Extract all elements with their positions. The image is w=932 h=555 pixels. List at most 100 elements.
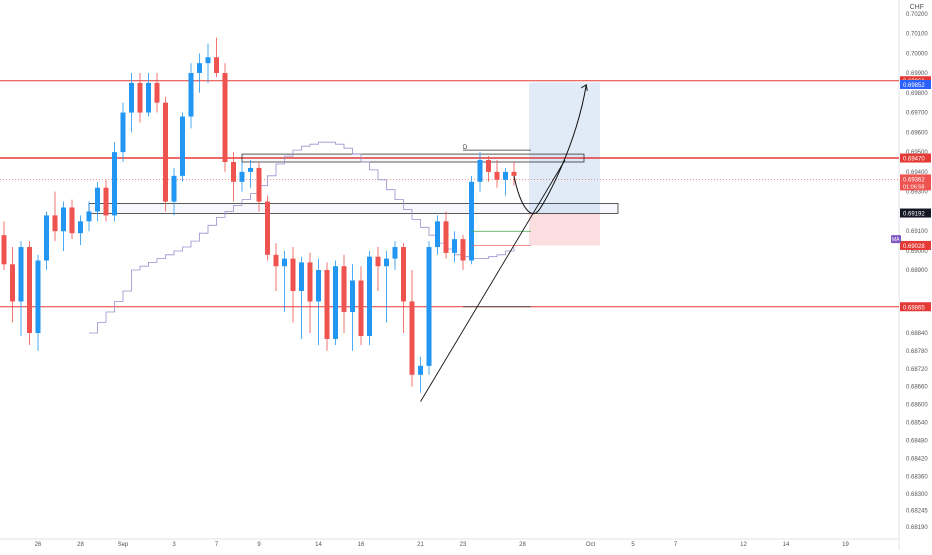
candle-body[interactable]	[307, 262, 313, 302]
candle-body[interactable]	[10, 264, 15, 302]
candle-body[interactable]	[273, 254, 279, 267]
price-badge: 0.69852	[903, 83, 925, 89]
candle-body[interactable]	[137, 82, 143, 113]
price-badge: 0.69192	[903, 212, 925, 218]
candle-body[interactable]	[265, 201, 270, 255]
current-price-badge: 0.69362	[903, 177, 925, 183]
price-tick-label: 0.68245	[906, 509, 928, 515]
candle-body[interactable]	[494, 171, 500, 180]
candle-body[interactable]	[95, 187, 100, 212]
candle-body[interactable]	[18, 247, 24, 302]
candle-body[interactable]	[27, 247, 32, 333]
candle-body[interactable]	[401, 247, 406, 302]
level-badge: 0.69470	[903, 157, 925, 163]
candle-body[interactable]	[52, 215, 58, 232]
time-tick-label: 21	[417, 542, 424, 548]
time-tick-label: 14	[783, 542, 790, 548]
trendline[interactable]	[420, 159, 566, 402]
candle-body[interactable]	[375, 256, 381, 267]
candle-body[interactable]	[324, 270, 330, 339]
candle-body[interactable]	[460, 239, 466, 261]
moving-average-line	[89, 141, 515, 334]
candle-body[interactable]	[239, 171, 245, 182]
level-badge-bg	[900, 153, 931, 163]
candle-body[interactable]	[511, 171, 517, 176]
target-zone[interactable]	[529, 82, 600, 214]
price-tick-label: 0.69400	[906, 170, 928, 176]
level-badge-bg	[900, 302, 931, 312]
candle-body[interactable]	[35, 260, 41, 334]
candle-body[interactable]	[163, 102, 168, 202]
candle-body[interactable]	[1, 235, 7, 265]
candle-body[interactable]	[86, 211, 92, 222]
candle-body[interactable]	[358, 280, 364, 336]
time-tick-label: 28	[77, 542, 84, 548]
price-tick-label: 0.68480	[906, 438, 928, 444]
candle-body[interactable]	[171, 175, 177, 202]
price-tick-label: 0.69500	[906, 150, 928, 156]
support-zone[interactable]	[88, 203, 619, 214]
candle-body[interactable]	[290, 258, 296, 291]
candle-body[interactable]	[188, 73, 194, 117]
time-tick-label: 7	[215, 542, 219, 548]
time-tick-label: 3	[172, 542, 176, 548]
time-tick-label: 16	[358, 542, 365, 548]
candle-body[interactable]	[418, 365, 423, 375]
candle-body[interactable]	[503, 171, 508, 180]
candle-body[interactable]	[435, 221, 440, 248]
resistance-zone[interactable]	[241, 153, 585, 163]
time-tick-label: 5	[631, 542, 635, 548]
candle-body[interactable]	[452, 239, 457, 253]
candle-body[interactable]	[78, 221, 83, 234]
candle-body[interactable]	[282, 258, 287, 267]
candle-body[interactable]	[384, 258, 389, 267]
price-tick-label: 0.69100	[906, 229, 928, 235]
candle-body[interactable]	[409, 301, 415, 375]
candle-body[interactable]	[214, 57, 219, 73]
candle-body[interactable]	[333, 266, 338, 339]
price-tick-label: 0.69700	[906, 111, 928, 117]
price-badge-bg	[900, 240, 931, 250]
ma-tag-label: MA	[892, 237, 900, 243]
candle-body[interactable]	[486, 160, 491, 172]
candle-body[interactable]	[256, 167, 262, 202]
candle-body[interactable]	[426, 247, 432, 366]
price-badge-bg	[900, 208, 931, 218]
candle-body[interactable]	[469, 181, 474, 261]
candle-body[interactable]	[146, 82, 151, 113]
candle-body[interactable]	[44, 215, 49, 261]
candle-body[interactable]	[392, 247, 398, 259]
time-tick-label: 19	[842, 542, 849, 548]
candle-body[interactable]	[222, 73, 228, 162]
candle-body[interactable]	[129, 82, 134, 113]
candle-body[interactable]	[112, 152, 117, 216]
candle-body[interactable]	[197, 63, 202, 73]
candle-body[interactable]	[367, 256, 372, 336]
candle-body[interactable]	[443, 221, 449, 253]
candle-body[interactable]	[61, 207, 66, 232]
candle-body[interactable]	[120, 112, 126, 153]
candle-body[interactable]	[103, 187, 109, 216]
candle-body[interactable]	[154, 82, 160, 103]
candle-body[interactable]	[231, 162, 236, 182]
candle-body[interactable]	[341, 266, 347, 312]
ma-tag-bg	[891, 235, 901, 244]
price-tick-label: 0.70100	[906, 32, 928, 38]
candle-body[interactable]	[248, 167, 253, 172]
candle-body[interactable]	[350, 280, 355, 313]
candle-body[interactable]	[316, 270, 321, 302]
stop-zone[interactable]	[529, 213, 600, 246]
time-tick-label: Sep	[118, 542, 129, 548]
candle-body[interactable]	[180, 116, 185, 176]
price-badge-bg	[900, 79, 931, 89]
time-tick-label: 9	[257, 542, 261, 548]
candle-body[interactable]	[477, 160, 483, 182]
price-tick-label: 0.70200	[906, 12, 928, 18]
candle-body[interactable]	[69, 207, 75, 234]
price-tick-label: 0.68660	[906, 385, 928, 391]
candle-body[interactable]	[299, 262, 304, 291]
projection-arrow[interactable]	[513, 84, 587, 215]
candle-body[interactable]	[205, 57, 211, 64]
price-tick-label: 0.68780	[906, 349, 928, 355]
